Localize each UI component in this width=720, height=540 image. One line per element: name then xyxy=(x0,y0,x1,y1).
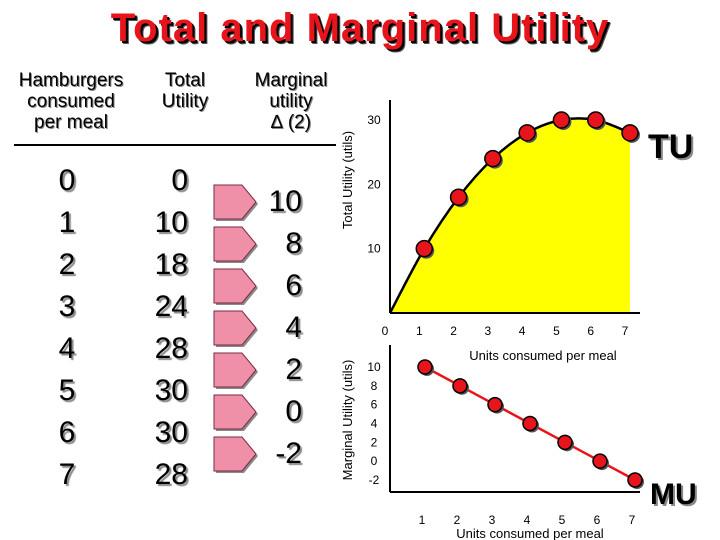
tu-y-tick-label: 10 xyxy=(367,242,381,256)
marginal-utility-cell: 0 xyxy=(285,395,302,428)
header-divider xyxy=(14,144,336,146)
tu-x-tick-label: 5 xyxy=(553,324,560,338)
marginal-utility-cell: 2 xyxy=(285,353,302,386)
tu-data-point xyxy=(415,239,434,258)
difference-arrow xyxy=(213,184,257,220)
marginal-utility-cell: 10 xyxy=(268,185,302,218)
page-title: Total and Marginal Utility xyxy=(110,6,610,50)
mu-y-tick-label: 2 xyxy=(371,435,378,449)
mu-data-point xyxy=(487,396,503,413)
tu-data-point xyxy=(484,149,502,168)
mu-data-point xyxy=(452,378,468,394)
mu-x-tick-label: 7 xyxy=(629,513,636,527)
header-hamburgers-line: Hamburgers xyxy=(18,70,124,91)
header-marginal-line: utility xyxy=(269,91,313,112)
mu-x-tick-label: 4 xyxy=(524,513,531,527)
quantity-cell: 2 xyxy=(58,248,76,281)
tu-x-tick-label: 4 xyxy=(519,324,526,338)
difference-arrow xyxy=(213,226,257,262)
tu-data-point xyxy=(586,111,605,129)
tu-data-point xyxy=(449,188,468,206)
mu-data-point xyxy=(592,453,608,469)
total-utility-cell: 0 xyxy=(171,164,188,197)
total-utility-cell: 10 xyxy=(154,206,188,239)
mu-x-tick-label: 3 xyxy=(489,513,496,527)
header-hamburgers-line: consumed xyxy=(27,91,115,112)
header-total-utility: Total Utility xyxy=(140,70,230,112)
difference-arrow xyxy=(213,268,257,304)
quantity-cell: 6 xyxy=(58,416,76,449)
tu-data-point xyxy=(518,124,536,142)
quantity-cell: 0 xyxy=(58,164,76,197)
mu-y-tick-label: 10 xyxy=(367,360,381,374)
quantity-cell: 4 xyxy=(58,332,76,365)
tu-x-tick-label: 2 xyxy=(450,324,457,338)
total-utility-column: 0 10 18 24 28 30 30 28 xyxy=(128,160,188,496)
mu-y-axis-label: Marginal Utility (utils) xyxy=(340,360,355,481)
difference-arrow xyxy=(213,394,257,430)
difference-arrow xyxy=(213,352,257,388)
difference-arrow xyxy=(213,310,257,346)
mu-y-tick-label: 8 xyxy=(371,379,378,393)
mu-data-point xyxy=(417,359,433,375)
tu-data-point xyxy=(552,111,571,129)
tu-y-tick-label: 20 xyxy=(367,177,381,191)
tu-x-tick-label: 7 xyxy=(622,324,629,338)
header-marginal-utility: Marginal utility ∆ (2) xyxy=(236,70,346,133)
marginal-utility-cell: 4 xyxy=(285,311,302,344)
tu-y-tick-label: 30 xyxy=(367,113,381,127)
total-utility-cell: 28 xyxy=(154,332,188,365)
marginal-utility-cell: 6 xyxy=(285,269,302,302)
mu-y-tick-label: 6 xyxy=(371,398,378,412)
quantity-cell: 5 xyxy=(58,374,76,407)
total-utility-cell: 18 xyxy=(154,248,188,281)
quantity-column: 0 1 2 3 4 5 6 7 xyxy=(52,160,82,496)
marginal-utility-column: 10 8 6 4 2 0 -2 xyxy=(252,181,302,475)
difference-arrow xyxy=(213,436,257,472)
mu-x-tick-label: 2 xyxy=(454,513,461,527)
quantity-cell: 3 xyxy=(58,290,76,323)
quantity-cell: 7 xyxy=(58,458,76,491)
tu-data-point xyxy=(621,124,639,142)
tu-x-tick-label: 3 xyxy=(485,324,492,338)
mu-y-tick-label: 4 xyxy=(371,417,378,431)
header-marginal-line: Marginal xyxy=(254,70,328,91)
header-total-line: Utility xyxy=(161,91,209,112)
marginal-utility-cell: 8 xyxy=(285,227,302,260)
tu-x-axis-label: Units consumed per meal xyxy=(469,348,617,363)
tu-x-tick-label: 6 xyxy=(587,324,594,338)
mu-y-tick-label: -2 xyxy=(369,473,380,487)
quantity-cell: 1 xyxy=(58,206,76,239)
tu-curve-label: TU xyxy=(648,128,694,166)
total-utility-cell: 24 xyxy=(154,290,188,323)
total-utility-cell: 30 xyxy=(154,416,188,449)
mu-x-tick-label: 6 xyxy=(594,513,601,527)
tu-area-fill xyxy=(390,118,630,313)
header-hamburgers-line: per meal xyxy=(34,112,108,133)
mu-x-tick-label: 1 xyxy=(419,513,426,527)
mu-x-axis-label: Units consumed per meal xyxy=(456,526,604,540)
mu-data-point xyxy=(522,415,538,432)
mu-y-tick-label: 0 xyxy=(371,454,378,468)
mu-x-tick-label: 5 xyxy=(559,513,566,527)
marginal-utility-cell: -2 xyxy=(275,437,302,470)
total-utility-cell: 28 xyxy=(154,458,188,491)
header-marginal-line: ∆ (2) xyxy=(270,112,312,133)
mu-data-point xyxy=(627,472,643,488)
tu-x-tick-label: 0 xyxy=(382,324,389,338)
header-total-line: Total xyxy=(164,70,206,91)
header-hamburgers: Hamburgers consumed per meal xyxy=(12,70,130,133)
mu-data-point xyxy=(557,434,573,451)
tu-y-axis-label: Total Utility (utils) xyxy=(340,131,355,229)
mu-curve-label: MU xyxy=(650,478,697,511)
total-utility-cell: 30 xyxy=(154,374,188,407)
tu-x-tick-label: 1 xyxy=(416,324,423,338)
